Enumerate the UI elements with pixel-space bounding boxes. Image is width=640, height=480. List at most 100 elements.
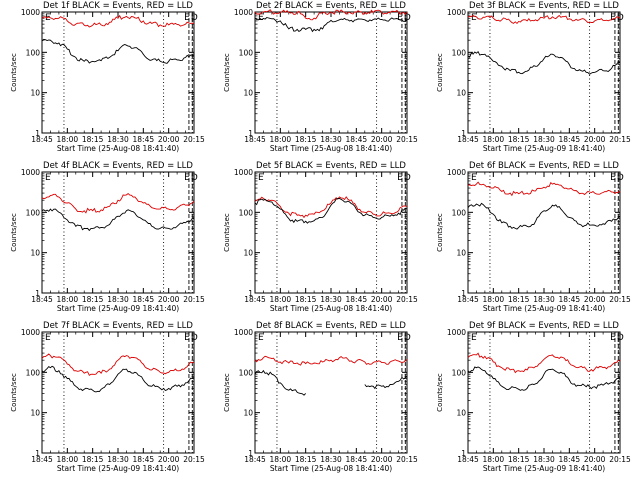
- marker-letter: E: [397, 173, 403, 183]
- y-axis-label: Counts/sec: [223, 53, 231, 92]
- chart-panel-3: Det 3f BLACK = Events, RED = LLD 1 10 100 10…: [436, 1, 631, 153]
- marker-letter: E: [184, 333, 190, 343]
- x-tick-label: 18:45: [457, 135, 479, 144]
- x-tick-label: 18:45: [559, 295, 581, 304]
- y-tick-label: 10: [30, 89, 40, 98]
- x-tick-label: 18:45: [244, 135, 266, 144]
- x-tick-label: 20:15: [396, 295, 418, 304]
- chart-title: Det 1f BLACK = Events, RED = LLD: [43, 1, 193, 11]
- chart-title: Det 9f BLACK = Events, RED = LLD: [469, 321, 619, 331]
- plot-frame: [467, 11, 621, 134]
- marker-letter: E: [471, 173, 477, 183]
- x-tick-label: 18:30: [533, 455, 555, 464]
- y-tick-label: 1: [248, 449, 253, 458]
- plot-frame: [41, 331, 195, 454]
- plot-frame: [41, 11, 195, 134]
- x-tick-label: 20:00: [158, 455, 180, 464]
- x-tick-label: 18:00: [270, 295, 292, 304]
- x-tick-label: 18:15: [82, 295, 104, 304]
- marker-letter: E: [258, 333, 264, 343]
- marker-letter: E: [610, 333, 616, 343]
- x-axis-label: Start Time (25-Aug-09 18:41:40): [483, 144, 605, 153]
- lld-series-line: [41, 193, 195, 214]
- y-tick-label: 1000: [447, 168, 466, 177]
- y-axis-label: Counts/sec: [10, 373, 18, 412]
- y-tick-label: 1000: [447, 328, 466, 337]
- x-tick-label: 18:00: [57, 295, 79, 304]
- x-tick-label: 18:45: [346, 135, 368, 144]
- x-tick-label: 18:45: [457, 295, 479, 304]
- marker-letter: E: [45, 333, 51, 343]
- marker-letter: D: [404, 13, 411, 23]
- y-tick-label: 100: [26, 368, 41, 377]
- marker-letter: E: [184, 173, 190, 183]
- marker-letter: D: [617, 333, 624, 343]
- y-tick-label: 1000: [21, 8, 40, 17]
- chart-panel-4: Det 4f BLACK = Events, RED = LLD 1 10 100 10…: [10, 161, 205, 313]
- y-axis-label: Counts/sec: [436, 213, 444, 252]
- x-tick-label: 18:45: [244, 295, 266, 304]
- x-tick-label: 18:45: [559, 455, 581, 464]
- y-tick-label: 100: [452, 368, 467, 377]
- x-tick-label: 18:45: [133, 135, 155, 144]
- events-series-line: [254, 198, 408, 224]
- y-tick-label: 1: [248, 129, 253, 138]
- events-series-line: [254, 369, 408, 396]
- y-tick-label: 1: [35, 289, 40, 298]
- y-axis-label: Counts/sec: [223, 373, 231, 412]
- lld-series-line: [41, 14, 195, 28]
- x-axis-label: Start Time (25-Aug-09 18:41:40): [57, 304, 179, 313]
- chart-panel-7: Det 7f BLACK = Events, RED = LLD 1 10 100 10…: [10, 321, 205, 473]
- x-tick-label: 20:15: [396, 455, 418, 464]
- x-tick-label: 20:15: [396, 135, 418, 144]
- marker-letter: E: [258, 173, 264, 183]
- x-tick-label: 18:45: [346, 455, 368, 464]
- marker-letter: D: [191, 173, 198, 183]
- y-tick-label: 10: [456, 409, 466, 418]
- marker-letter: E: [397, 13, 403, 23]
- events-series-line: [467, 366, 621, 391]
- y-tick-label: 1: [35, 129, 40, 138]
- marker-letter: D: [404, 333, 411, 343]
- x-tick-label: 18:15: [295, 455, 317, 464]
- x-tick-label: 18:00: [57, 135, 79, 144]
- x-tick-label: 18:30: [107, 295, 129, 304]
- lld-series-line: [254, 9, 408, 21]
- x-tick-label: 20:15: [183, 135, 205, 144]
- x-tick-label: 20:15: [609, 295, 631, 304]
- events-series-line: [41, 38, 195, 64]
- x-axis-label: Start Time (25-Aug-08 18:41:40): [270, 304, 392, 313]
- x-tick-label: 18:00: [270, 135, 292, 144]
- plot-frame: [254, 171, 408, 294]
- x-tick-label: 18:15: [295, 135, 317, 144]
- marker-letter: D: [617, 13, 624, 23]
- lld-series-line: [467, 352, 621, 374]
- y-tick-label: 10: [30, 249, 40, 258]
- x-tick-label: 18:00: [483, 455, 505, 464]
- marker-letter: D: [191, 13, 198, 23]
- lld-series-line: [254, 196, 408, 219]
- chart-panel-6: Det 6f BLACK = Events, RED = LLD 1 10 100 10…: [436, 161, 631, 313]
- x-tick-label: 20:00: [158, 295, 180, 304]
- chart-panel-2: Det 2f BLACK = Events, RED = LLD 1 10 100 10…: [223, 1, 418, 153]
- y-tick-label: 100: [239, 208, 254, 217]
- y-tick-label: 1: [461, 289, 466, 298]
- x-tick-label: 18:45: [31, 295, 53, 304]
- marker-letter: E: [610, 13, 616, 23]
- lld-series-line: [467, 14, 621, 25]
- y-tick-label: 1: [35, 449, 40, 458]
- x-tick-label: 18:45: [346, 295, 368, 304]
- chart-panel-9: Det 9f BLACK = Events, RED = LLD 1 10 100 10…: [436, 321, 631, 473]
- x-tick-label: 18:30: [320, 135, 342, 144]
- plot-frame: [467, 331, 621, 454]
- y-tick-label: 100: [452, 48, 467, 57]
- plot-frame: [467, 171, 621, 294]
- x-tick-label: 20:00: [584, 135, 606, 144]
- y-tick-label: 1000: [234, 8, 253, 17]
- marker-letter: E: [45, 13, 51, 23]
- y-tick-label: 10: [30, 409, 40, 418]
- y-tick-label: 100: [26, 48, 41, 57]
- y-tick-label: 1000: [21, 168, 40, 177]
- x-axis-label: Start Time (25-Aug-08 18:41:40): [270, 144, 392, 153]
- x-tick-label: 18:15: [82, 135, 104, 144]
